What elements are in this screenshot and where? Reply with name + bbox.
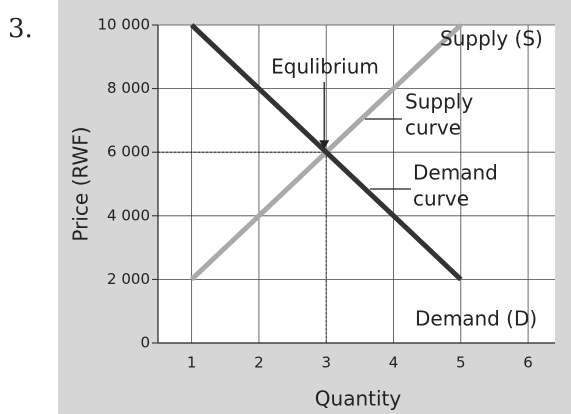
x-tick-label: 2	[254, 354, 264, 372]
series-label: Demand (D)	[415, 307, 537, 331]
annotation: curve	[413, 187, 469, 211]
y-tick-label: 10 000	[98, 16, 151, 34]
annotation: curve	[405, 116, 461, 140]
question-number: 3.	[8, 14, 33, 44]
y-tick-label: 8 000	[107, 79, 150, 97]
y-tick-label: 4 000	[107, 206, 150, 224]
y-axis-title: Price (RWF)	[69, 126, 93, 241]
y-tick-label: 0	[140, 334, 150, 352]
x-tick-label: 1	[187, 354, 197, 372]
annotation: Equlibrium	[271, 55, 379, 79]
x-tick-label: 6	[523, 354, 533, 372]
series-line	[189, 23, 463, 282]
annotation: Supply	[405, 90, 473, 114]
x-tick-label: 5	[456, 354, 466, 372]
x-tick-label: 3	[321, 354, 331, 372]
annotation: Demand	[413, 161, 498, 185]
x-axis-title: Quantity	[315, 387, 402, 411]
arrow-head	[319, 140, 330, 150]
y-tick-label: 6 000	[107, 143, 150, 161]
series-label: Supply (S)	[440, 27, 543, 51]
x-tick-label: 4	[389, 354, 399, 372]
y-tick-label: 2 000	[107, 270, 150, 288]
